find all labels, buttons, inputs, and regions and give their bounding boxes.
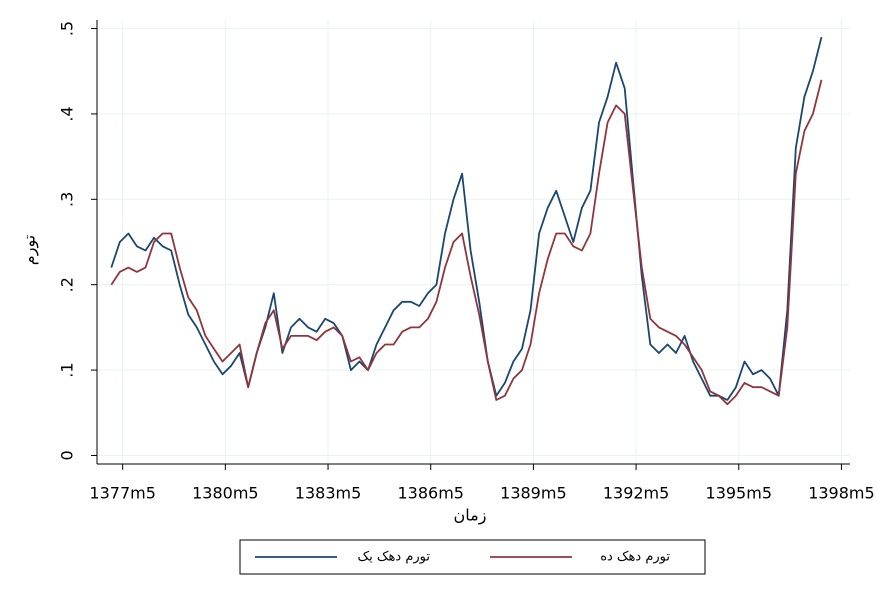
x-tick-label: 1389m5 xyxy=(500,484,566,503)
y-tick-label: 0 xyxy=(58,450,77,460)
x-tick-label: 1380m5 xyxy=(192,484,258,503)
x-tick-label: 1392m5 xyxy=(603,484,669,503)
x-tick-label: 1377m5 xyxy=(89,484,155,503)
y-tick-label: .4 xyxy=(58,106,77,121)
y-tick-label: .3 xyxy=(58,192,77,207)
y-tick-label: .5 xyxy=(58,21,77,36)
y-tick-label: .1 xyxy=(58,362,77,377)
legend-label: تورم دهک ده xyxy=(600,550,670,565)
y-axis-label: تورم xyxy=(20,235,40,265)
legend-label: تورم دهک یک xyxy=(358,550,431,565)
x-tick-label: 1386m5 xyxy=(397,484,463,503)
series-line xyxy=(110,79,823,406)
x-tick-label: 1398m5 xyxy=(808,484,874,503)
x-axis-label: زمان xyxy=(454,506,487,526)
x-tick-label: 1383m5 xyxy=(295,484,361,503)
y-tick-label: .2 xyxy=(58,277,77,292)
x-tick-label: 1395m5 xyxy=(706,484,772,503)
series-line xyxy=(110,36,823,401)
